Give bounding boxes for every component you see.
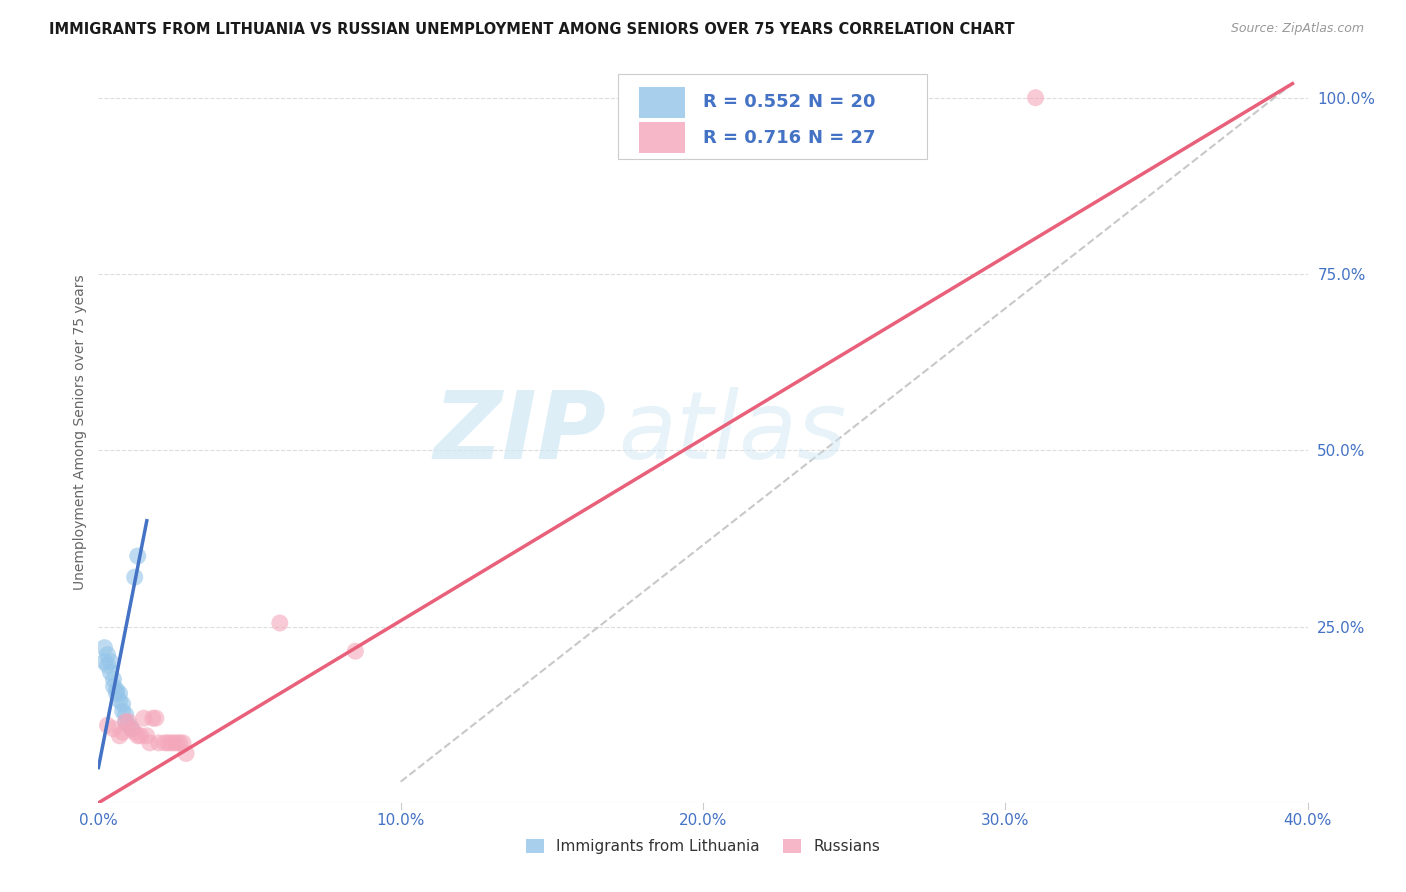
Point [153, 736, 176, 750]
Point [105, 683, 128, 698]
Point [100, 655, 122, 669]
Point [129, 729, 152, 743]
Point [100, 665, 122, 680]
Text: atlas: atlas [619, 387, 846, 478]
Point [169, 736, 191, 750]
Point [124, 570, 146, 584]
Point [1024, 91, 1046, 105]
Point [139, 736, 162, 750]
Point [127, 549, 149, 563]
Point [118, 718, 141, 732]
Text: R = 0.552: R = 0.552 [703, 93, 801, 112]
Point [114, 707, 136, 722]
Point [127, 729, 149, 743]
Point [114, 714, 136, 729]
Point [111, 725, 134, 739]
Point [124, 725, 146, 739]
FancyBboxPatch shape [638, 87, 685, 118]
Point [105, 686, 128, 700]
Point [121, 722, 143, 736]
FancyBboxPatch shape [619, 73, 927, 159]
Point [103, 673, 125, 687]
FancyBboxPatch shape [638, 122, 685, 153]
Text: IMMIGRANTS FROM LITHUANIA VS RUSSIAN UNEMPLOYMENT AMONG SENIORS OVER 75 YEARS CO: IMMIGRANTS FROM LITHUANIA VS RUSSIAN UNE… [49, 22, 1015, 37]
Point [163, 736, 186, 750]
Point [96, 648, 118, 662]
Point [93, 655, 115, 669]
Point [344, 644, 367, 658]
Point [114, 714, 136, 729]
Text: R = 0.716: R = 0.716 [703, 128, 801, 147]
Text: N = 27: N = 27 [808, 128, 876, 147]
Point [135, 729, 157, 743]
Text: N = 20: N = 20 [808, 93, 876, 112]
Point [108, 686, 131, 700]
Text: ZIP: ZIP [433, 386, 606, 479]
Point [174, 747, 197, 761]
Point [111, 697, 134, 711]
Point [132, 711, 155, 725]
Point [103, 722, 125, 736]
Legend: Immigrants from Lithuania, Russians: Immigrants from Lithuania, Russians [517, 831, 889, 862]
Point [108, 729, 131, 743]
Y-axis label: Unemployment Among Seniors over 75 years: Unemployment Among Seniors over 75 years [73, 275, 87, 591]
Point [108, 693, 131, 707]
Point [156, 736, 179, 750]
Text: Source: ZipAtlas.com: Source: ZipAtlas.com [1230, 22, 1364, 36]
Point [145, 711, 167, 725]
Point [96, 718, 118, 732]
Point [172, 736, 194, 750]
Point [269, 615, 291, 630]
Point [118, 714, 141, 729]
Point [148, 736, 170, 750]
Point [111, 704, 134, 718]
Point [160, 736, 183, 750]
Point [96, 658, 118, 673]
Point [103, 680, 125, 694]
Point [166, 736, 188, 750]
Point [121, 722, 143, 736]
Point [93, 640, 115, 655]
Point [142, 711, 165, 725]
